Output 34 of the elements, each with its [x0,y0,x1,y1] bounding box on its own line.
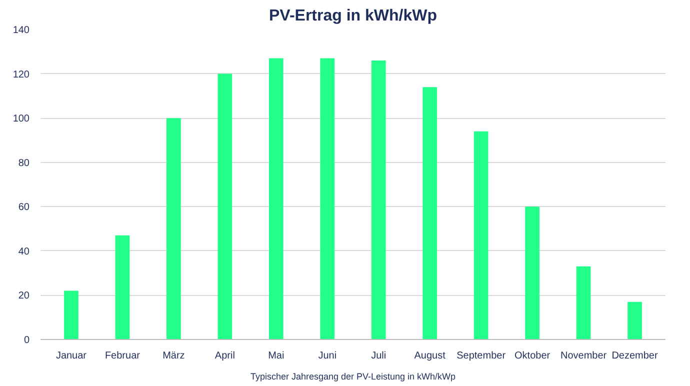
y-tick-label: 20 [18,290,30,302]
bar [115,235,130,340]
x-tick-label: Juli [371,350,386,362]
x-tick-label: November [560,350,608,362]
y-tick-label: 40 [18,246,30,258]
y-tick-label: 60 [18,202,30,214]
text: Typischer Jahresgang der PV-Leistung in kWh/kWp [250,372,456,382]
x-tick-label: Februar [104,350,141,362]
y-tick-label: 100 [12,114,30,125]
bar [628,302,642,340]
x-tick-label: August [414,350,446,362]
y-tick-label: 120 [12,69,30,80]
y-tick-label: 80 [18,158,30,169]
x-tick-label: Juni [318,350,337,362]
chart-title: PV-Ertrag in kWh/kWp [268,8,438,24]
y-tick-label: 0 [24,335,30,346]
bar [218,74,232,340]
bar [166,118,181,340]
bar [525,206,540,340]
x-tick-label: März [162,350,185,362]
x-tick-label: Dezember [612,350,658,362]
bar [576,266,591,340]
y-tick-label: 140 [12,25,30,36]
x-tick-label: Oktober [514,350,551,362]
x-tick-label: April [214,350,235,362]
bar [64,290,78,340]
x-tick-label: Mai [268,350,284,362]
bar [320,58,335,340]
bar [268,58,284,340]
x-tick-label: September [456,350,506,362]
bar [371,60,386,340]
bar [474,131,488,340]
bar [422,87,438,340]
x-tick-label: Januar [56,350,88,362]
